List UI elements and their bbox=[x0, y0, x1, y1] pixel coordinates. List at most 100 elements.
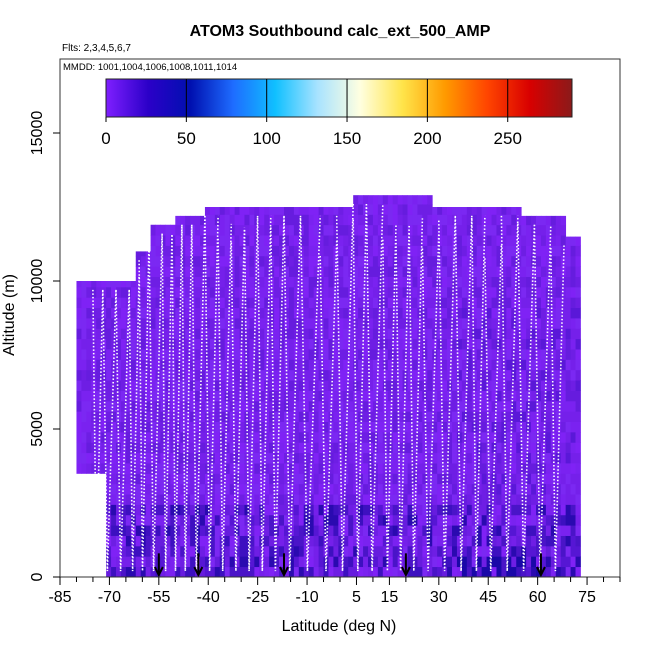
heatmap-cell bbox=[526, 338, 532, 350]
heatmap-cell bbox=[570, 286, 576, 298]
heatmap-cell bbox=[501, 349, 507, 360]
heatmap-cell bbox=[555, 235, 562, 246]
heatmap-cell bbox=[442, 421, 448, 433]
heatmap-cell bbox=[343, 214, 349, 226]
heatmap-cell bbox=[412, 421, 418, 433]
heatmap-cell bbox=[363, 286, 369, 298]
heatmap-cell bbox=[382, 514, 389, 526]
heatmap-cell bbox=[338, 318, 344, 329]
heatmap-cell bbox=[195, 442, 201, 454]
heatmap-cell bbox=[422, 245, 428, 257]
heatmap-cell bbox=[338, 525, 344, 536]
heatmap-cell bbox=[531, 556, 537, 568]
heatmap-cell bbox=[200, 215, 206, 226]
heatmap-cell bbox=[377, 338, 384, 350]
heatmap-cell bbox=[511, 483, 517, 495]
heatmap-cell bbox=[303, 207, 310, 215]
heatmap-cell bbox=[111, 328, 117, 340]
heatmap-cell bbox=[170, 390, 176, 402]
heatmap-cell bbox=[323, 463, 329, 474]
heatmap-cell bbox=[135, 431, 142, 443]
heatmap-cell bbox=[427, 566, 433, 578]
heatmap-cell bbox=[269, 266, 275, 277]
heatmap-cell bbox=[185, 215, 191, 226]
heatmap-cell bbox=[402, 483, 408, 495]
heatmap-cell bbox=[377, 318, 384, 329]
heatmap-cell bbox=[244, 307, 250, 319]
heatmap-cell bbox=[363, 359, 369, 371]
heatmap-cell bbox=[209, 235, 216, 246]
heatmap-cell bbox=[466, 245, 473, 257]
heatmap-cell bbox=[259, 473, 265, 485]
heatmap-cell bbox=[343, 494, 349, 505]
heatmap-cell bbox=[427, 359, 433, 371]
heatmap-cell bbox=[412, 307, 418, 319]
heatmap-cell bbox=[442, 556, 448, 568]
heatmap-cell bbox=[209, 442, 216, 454]
heatmap-cell bbox=[575, 473, 581, 485]
heatmap-cell bbox=[387, 390, 394, 402]
heatmap-cell bbox=[521, 431, 527, 443]
heatmap-cell bbox=[382, 318, 389, 329]
heatmap-cell bbox=[234, 338, 240, 350]
heatmap-cell bbox=[116, 307, 122, 319]
heatmap-cell bbox=[185, 525, 191, 536]
heatmap-cell bbox=[511, 463, 517, 474]
heatmap-cell bbox=[461, 421, 468, 433]
heatmap-cell bbox=[565, 318, 571, 329]
heatmap-cell bbox=[279, 318, 285, 329]
ground-arrow-head bbox=[153, 566, 164, 578]
heatmap-cell bbox=[116, 483, 122, 495]
heatmap-cell bbox=[150, 504, 156, 516]
heatmap-cell bbox=[224, 473, 231, 485]
heatmap-cell bbox=[560, 224, 567, 236]
heatmap-cell bbox=[229, 514, 235, 526]
heatmap-cell bbox=[417, 556, 423, 568]
heatmap-cell bbox=[372, 286, 379, 298]
heatmap-cell bbox=[377, 411, 384, 422]
heatmap-cell bbox=[338, 566, 344, 578]
heatmap-cell bbox=[447, 207, 453, 215]
heatmap-cell bbox=[501, 514, 507, 526]
heatmap-cell bbox=[560, 494, 567, 505]
heatmap-cell bbox=[456, 535, 463, 547]
heatmap-cell bbox=[116, 566, 122, 578]
heatmap-cell bbox=[456, 214, 463, 226]
heatmap-cell bbox=[195, 349, 201, 360]
heatmap-cell bbox=[86, 281, 92, 288]
heatmap-cell bbox=[353, 514, 359, 526]
x-tick-label: -55 bbox=[147, 589, 170, 606]
heatmap-cell bbox=[491, 318, 497, 329]
heatmap-cell bbox=[536, 328, 542, 340]
heatmap-cell bbox=[269, 214, 275, 226]
heatmap-cell bbox=[229, 207, 235, 215]
heatmap-cell bbox=[170, 514, 176, 526]
heatmap-cell bbox=[476, 276, 483, 288]
heatmap-cell bbox=[244, 286, 250, 298]
heatmap-cell bbox=[328, 207, 334, 215]
heatmap-cell bbox=[417, 204, 423, 215]
heatmap-cell bbox=[160, 255, 166, 267]
heatmap-cell bbox=[363, 338, 369, 350]
heatmap-cell bbox=[303, 307, 310, 319]
heatmap-cell bbox=[422, 494, 428, 505]
flight-profile-segment bbox=[471, 215, 486, 572]
heatmap-cell bbox=[521, 286, 527, 298]
heatmap-cell bbox=[269, 297, 275, 309]
heatmap-cell bbox=[343, 431, 349, 443]
heatmap-cell bbox=[422, 421, 428, 433]
heatmap-cell bbox=[200, 514, 206, 526]
heatmap-cell bbox=[125, 494, 132, 505]
heatmap-cell bbox=[145, 494, 151, 505]
heatmap-cell bbox=[506, 390, 512, 402]
heatmap-cell bbox=[175, 359, 181, 371]
heatmap-cell bbox=[491, 452, 497, 464]
heatmap-cell bbox=[308, 494, 315, 505]
heatmap-cell bbox=[466, 411, 473, 422]
x-tick-label: 75 bbox=[578, 589, 596, 606]
heatmap-cell bbox=[387, 328, 394, 340]
heatmap-cell bbox=[224, 411, 231, 422]
heatmap-cell bbox=[328, 566, 334, 578]
heatmap-cell bbox=[204, 504, 211, 516]
heatmap-cell bbox=[491, 421, 497, 433]
